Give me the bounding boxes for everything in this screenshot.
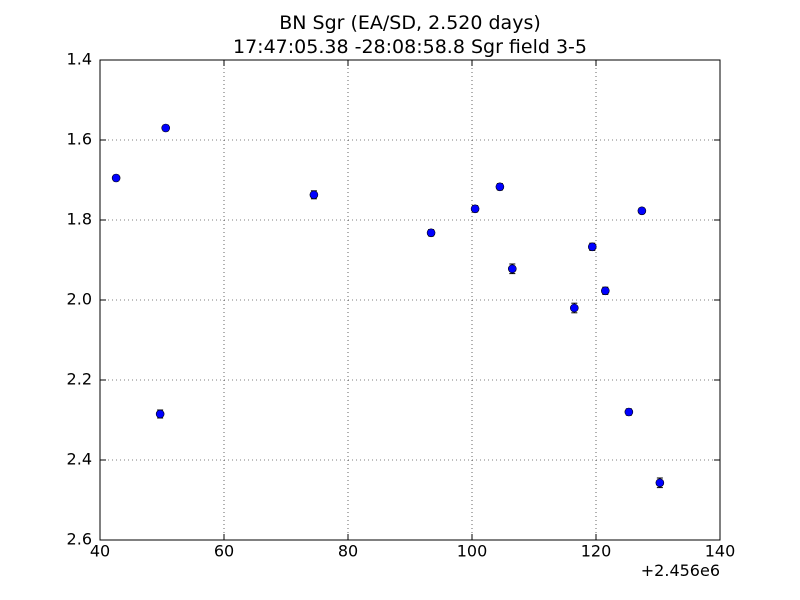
plot-frame	[99, 59, 721, 541]
data-point	[495, 182, 505, 192]
data-point	[111, 173, 121, 183]
x-tick-label: 80	[338, 542, 358, 561]
data-point	[655, 478, 665, 488]
data-point	[426, 228, 436, 238]
x-tick-label: 140	[705, 542, 736, 561]
data-point	[507, 264, 517, 274]
chart-title: BN Sgr (EA/SD, 2.520 days)	[279, 12, 541, 34]
data-point	[637, 206, 647, 216]
data-point	[309, 190, 319, 200]
x-tick-label: 100	[457, 542, 488, 561]
data-point	[161, 123, 171, 133]
data-point	[569, 303, 579, 313]
y-tick-label: 2.6	[67, 530, 92, 549]
x-tick-label: 40	[90, 542, 110, 561]
x-tick-label: 60	[214, 542, 234, 561]
y-tick-label: 1.8	[67, 210, 92, 229]
data-point	[587, 242, 597, 252]
y-tick-label: 1.6	[67, 130, 92, 149]
data-point	[470, 204, 480, 214]
chart-subtitle: 17:47:05.38 -28:08:58.8 Sgr field 3-5	[233, 36, 587, 58]
y-tick-label: 1.4	[67, 50, 92, 69]
x-tick-label: 120	[581, 542, 612, 561]
data-point	[624, 407, 634, 417]
x-offset-label: +2.456e6	[641, 561, 720, 580]
y-tick-label: 2.4	[67, 450, 92, 469]
data-point	[600, 286, 610, 296]
y-tick-label: 2.2	[67, 370, 92, 389]
y-tick-label: 2.0	[67, 290, 92, 309]
data-point	[155, 409, 165, 419]
